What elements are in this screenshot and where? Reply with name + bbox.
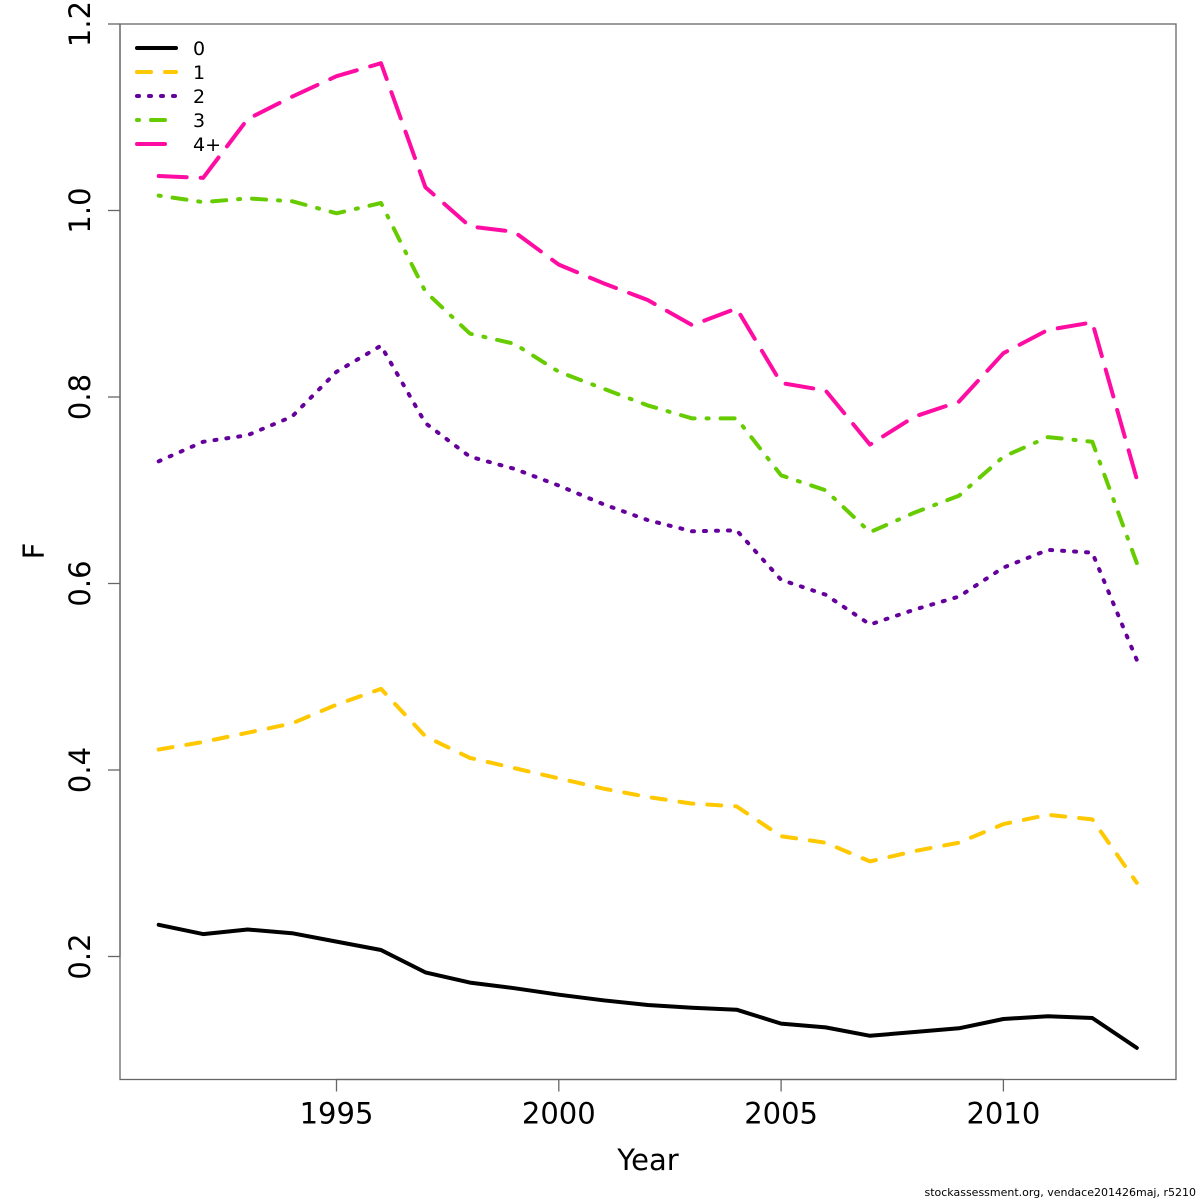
footer-credit: stockassessment.org, vendace201426maj, r… xyxy=(924,1186,1196,1199)
y-axis-title: F xyxy=(17,543,51,560)
legend-label-age-2: 2 xyxy=(193,86,205,108)
y-tick-label: 0.4 xyxy=(63,747,97,793)
y-tick-label: 0.8 xyxy=(63,374,97,420)
x-tick-label: 2005 xyxy=(744,1097,818,1131)
series-line-age-1 xyxy=(156,686,1139,885)
series-layer xyxy=(156,61,1139,1050)
x-tick-label: 2010 xyxy=(966,1097,1040,1131)
y-tick-label: 1.0 xyxy=(63,187,97,233)
x-axis-title: Year xyxy=(616,1143,678,1177)
series-line-age-4plus xyxy=(156,61,1139,482)
x-tick-label: 2000 xyxy=(522,1097,596,1131)
x-axis: 1995 2000 2005 2010 xyxy=(300,1078,1040,1131)
legend-label-age-3: 3 xyxy=(193,110,205,132)
legend-label-age-1: 1 xyxy=(193,62,205,84)
series-line-age-2 xyxy=(156,343,1139,662)
y-tick-label: 0.2 xyxy=(63,933,97,979)
legend-label-age-4plus: 4+ xyxy=(193,134,221,156)
y-tick-label: 1.2 xyxy=(63,1,97,47)
y-tick-label: 0.6 xyxy=(63,560,97,606)
plot-frame xyxy=(119,23,1177,1081)
legend-label-age-0: 0 xyxy=(193,38,205,60)
series-line-age-3 xyxy=(156,193,1139,565)
series-line-age-0 xyxy=(156,922,1139,1050)
x-tick-label: 1995 xyxy=(300,1097,374,1131)
y-axis: 0.2 0.4 0.6 0.8 1.0 1.2 xyxy=(63,1,121,980)
